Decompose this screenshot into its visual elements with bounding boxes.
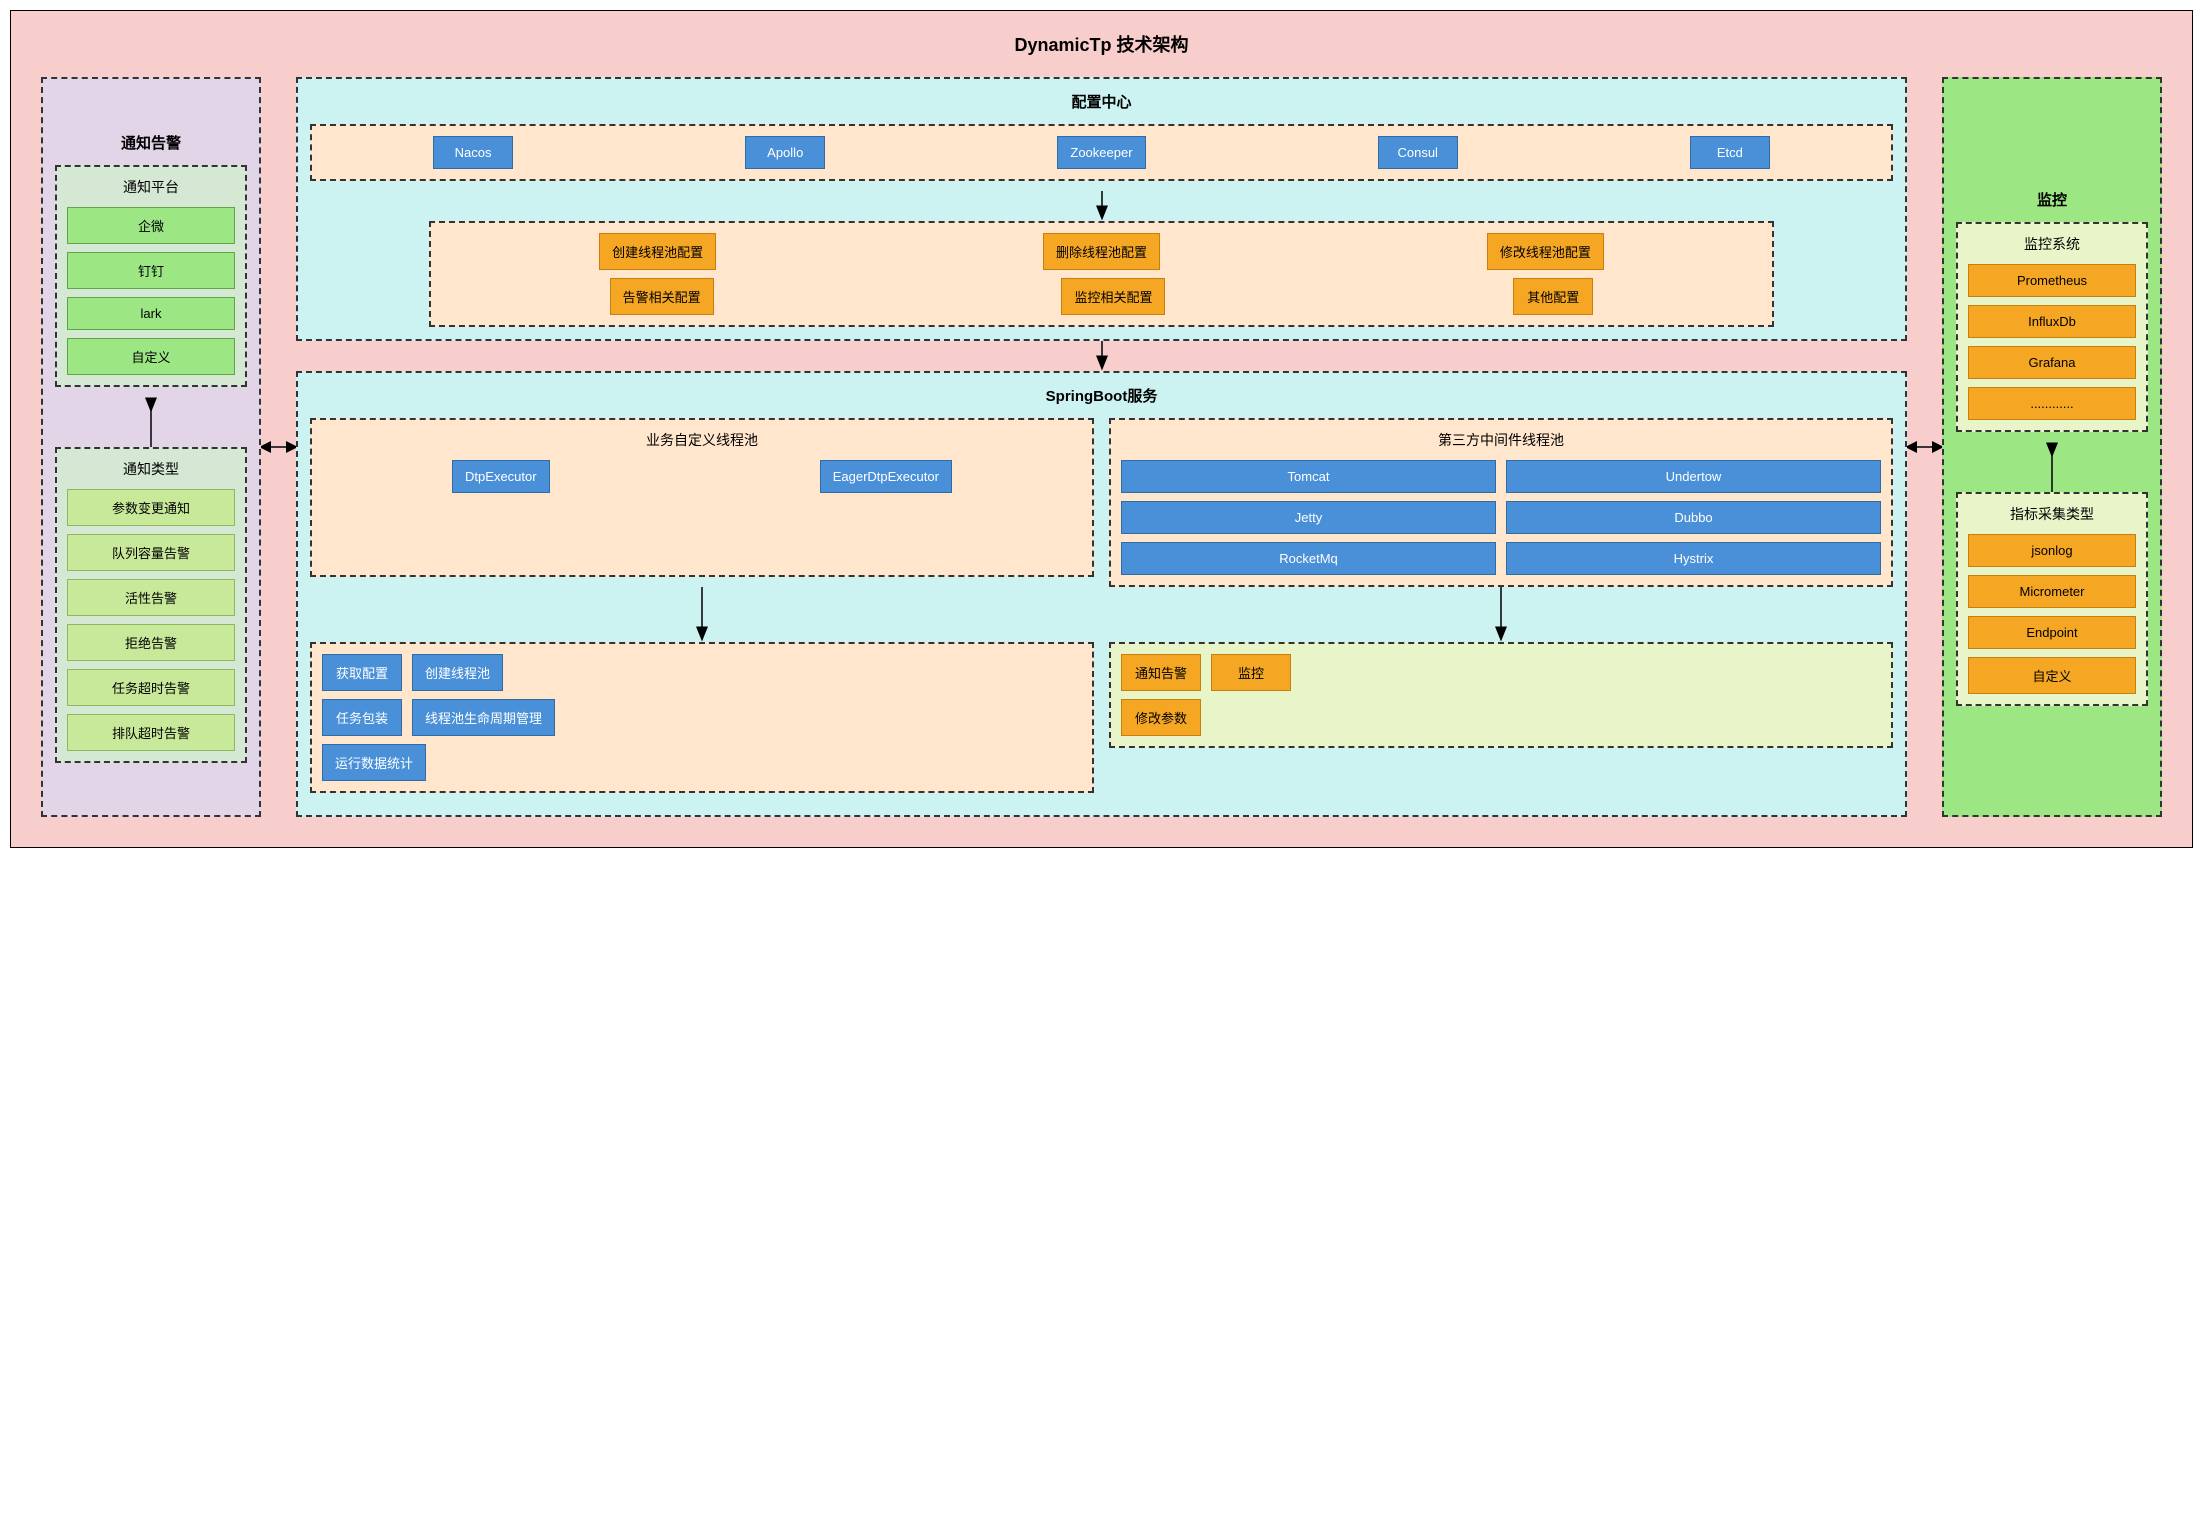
- monitor-systems-panel: 监控系统 Prometheus InfluxDb Grafana .......…: [1956, 222, 2148, 432]
- mw-item: Jetty: [1121, 501, 1496, 534]
- event-item: 修改参数: [1121, 699, 1201, 736]
- manage-item: 任务包装: [322, 699, 402, 736]
- arrow-up-icon: [2042, 442, 2062, 492]
- springboot-title: SpringBoot服务: [310, 385, 1893, 406]
- op-item: 告警相关配置: [610, 278, 714, 315]
- mw-item: RocketMq: [1121, 542, 1496, 575]
- type-item: 活性告警: [67, 579, 235, 616]
- executor-item: DtpExecutor: [452, 460, 550, 493]
- platform-item: 自定义: [67, 338, 235, 375]
- op-item: 其他配置: [1513, 278, 1593, 315]
- source-item: Apollo: [745, 136, 825, 169]
- op-item: 删除线程池配置: [1043, 233, 1160, 270]
- notify-types-list: 参数变更通知 队列容量告警 活性告警 拒绝告警 任务超时告警 排队超时告警: [67, 489, 235, 751]
- mw-item: Hystrix: [1506, 542, 1881, 575]
- source-item: Consul: [1378, 136, 1458, 169]
- thirdparty-pool-title: 第三方中间件线程池: [1121, 430, 1881, 450]
- notify-types-panel: 通知类型 参数变更通知 队列容量告警 活性告警 拒绝告警 任务超时告警 排队超时…: [55, 447, 247, 763]
- system-item: Prometheus: [1968, 264, 2136, 297]
- springboot-panel: SpringBoot服务 业务自定义线程池 DtpExecutor EagerD…: [296, 371, 1907, 817]
- op-item: 修改线程池配置: [1487, 233, 1604, 270]
- system-item: ............: [1968, 387, 2136, 420]
- manage-item: 线程池生命周期管理: [412, 699, 555, 736]
- platform-item: lark: [67, 297, 235, 330]
- collect-item: Endpoint: [1968, 616, 2136, 649]
- config-center-title: 配置中心: [310, 91, 1893, 112]
- arrow-down-icon: [1092, 191, 1112, 221]
- monitor-systems-title: 监控系统: [1968, 234, 2136, 254]
- type-item: 排队超时告警: [67, 714, 235, 751]
- system-item: InfluxDb: [1968, 305, 2136, 338]
- architecture-diagram: DynamicTp 技术架构 通知告警 通知平台 企微 钉钉 lark 自定义: [10, 10, 2193, 848]
- diagram-title: DynamicTp 技术架构: [41, 31, 2162, 57]
- collect-item: 自定义: [1968, 657, 2136, 694]
- event-item: 通知告警: [1121, 654, 1201, 691]
- type-item: 参数变更通知: [67, 489, 235, 526]
- mw-item: Undertow: [1506, 460, 1881, 493]
- config-sources-panel: Nacos Apollo Zookeeper Consul Etcd: [310, 124, 1893, 181]
- type-item: 队列容量告警: [67, 534, 235, 571]
- type-item: 任务超时告警: [67, 669, 235, 706]
- manage-item: 运行数据统计: [322, 744, 426, 781]
- right-panel-monitor: 监控 监控系统 Prometheus InfluxDb Grafana ....…: [1942, 77, 2162, 817]
- executor-item: EagerDtpExecutor: [820, 460, 952, 493]
- manage-item: 创建线程池: [412, 654, 503, 691]
- collect-types-title: 指标采集类型: [1968, 504, 2136, 524]
- custom-pool-panel: 业务自定义线程池 DtpExecutor EagerDtpExecutor: [310, 418, 1094, 577]
- op-item: 创建线程池配置: [599, 233, 716, 270]
- right-panel-title: 监控: [2037, 189, 2067, 210]
- arrow-down-icon: [310, 587, 1094, 642]
- config-center-panel: 配置中心 Nacos Apollo Zookeeper Consul Etcd: [296, 77, 1907, 341]
- source-item: Zookeeper: [1057, 136, 1145, 169]
- system-item: Grafana: [1968, 346, 2136, 379]
- platform-item: 企微: [67, 207, 235, 244]
- notify-platform-list: 企微 钉钉 lark 自定义: [67, 207, 235, 375]
- left-panel-title: 通知告警: [121, 132, 181, 153]
- notify-platform-title: 通知平台: [67, 177, 235, 197]
- custom-pool-title: 业务自定义线程池: [322, 430, 1082, 450]
- platform-item: 钉钉: [67, 252, 235, 289]
- op-item: 监控相关配置: [1061, 278, 1165, 315]
- arrow-down-icon: [1109, 587, 1893, 642]
- arrow-bi-right-icon: [1907, 437, 1942, 457]
- left-panel-alerts: 通知告警 通知平台 企微 钉钉 lark 自定义 通知类型: [41, 77, 261, 817]
- arrow-up-icon: [141, 397, 161, 447]
- collect-item: Micrometer: [1968, 575, 2136, 608]
- thirdparty-pool-panel: 第三方中间件线程池 Tomcat Undertow Jetty Dubbo Ro…: [1109, 418, 1893, 587]
- type-item: 拒绝告警: [67, 624, 235, 661]
- collect-item: jsonlog: [1968, 534, 2136, 567]
- arrow-bi-left-icon: [261, 437, 296, 457]
- notify-types-title: 通知类型: [67, 459, 235, 479]
- source-item: Nacos: [433, 136, 513, 169]
- collect-types-panel: 指标采集类型 jsonlog Micrometer Endpoint 自定义: [1956, 492, 2148, 706]
- source-item: Etcd: [1690, 136, 1770, 169]
- notify-platform-panel: 通知平台 企微 钉钉 lark 自定义: [55, 165, 247, 387]
- mw-item: Dubbo: [1506, 501, 1881, 534]
- events-panel: 通知告警 监控 修改参数: [1109, 642, 1893, 748]
- arrow-down-icon: [1092, 341, 1112, 371]
- event-item: 监控: [1211, 654, 1291, 691]
- mw-item: Tomcat: [1121, 460, 1496, 493]
- manage-panel: 获取配置 创建线程池 任务包装 线程池生命周期管理 运行数据统计: [310, 642, 1094, 793]
- manage-item: 获取配置: [322, 654, 402, 691]
- config-ops-panel: 创建线程池配置 删除线程池配置 修改线程池配置 告警相关配置 监控相关配置 其他…: [429, 221, 1775, 327]
